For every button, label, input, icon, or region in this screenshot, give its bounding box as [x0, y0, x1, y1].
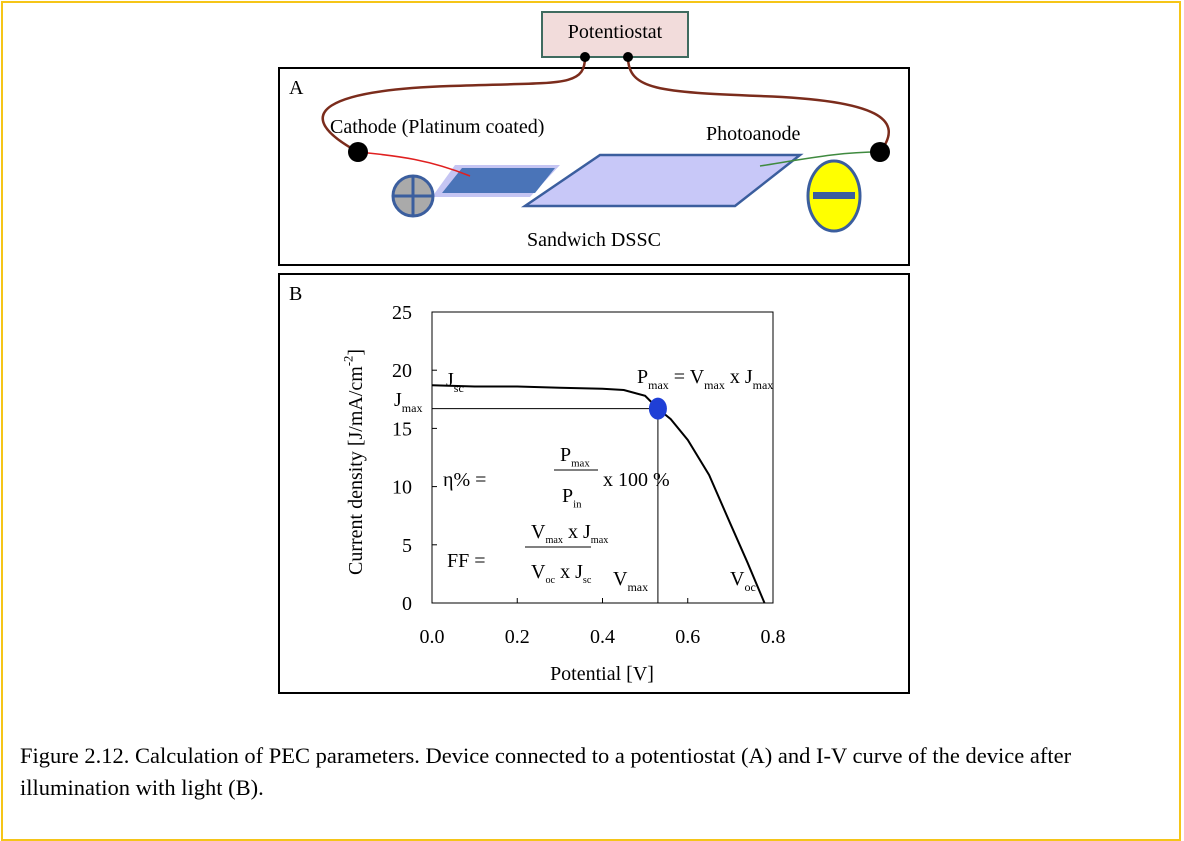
text: = V	[669, 366, 705, 388]
text: x J	[555, 561, 583, 583]
minus-sign	[813, 192, 855, 199]
x-tick-label: 0.4	[590, 626, 615, 648]
y-tick-label: 15	[392, 418, 412, 440]
sub: oc	[545, 575, 555, 586]
text: V	[613, 568, 628, 590]
text: V	[730, 568, 745, 590]
sub: max	[753, 378, 774, 392]
sub: sc	[454, 381, 464, 395]
annotation: Jmax	[394, 389, 422, 415]
sub: max	[545, 535, 563, 546]
label: Photoanode	[706, 123, 801, 145]
y-axis-label: Current density [J/mA/cm-2]	[342, 349, 367, 575]
terminal	[870, 142, 890, 162]
text: J	[446, 369, 454, 391]
potentiostat-box	[541, 11, 689, 58]
panel-label: B	[289, 283, 302, 305]
caption: Figure 2.12. Calculation of PEC paramete…	[20, 743, 1072, 800]
text: J	[394, 389, 402, 411]
text: V	[531, 521, 546, 543]
sup: -2	[342, 356, 356, 367]
sub: max	[704, 378, 725, 392]
annotation: η% =	[443, 469, 486, 491]
annotation: Pmax	[560, 444, 590, 469]
annotation: Pin	[562, 485, 582, 510]
wire	[626, 56, 890, 153]
annotation: Voc	[730, 568, 756, 594]
wire	[357, 151, 471, 177]
panel-label: A	[289, 77, 304, 99]
sub: max	[571, 457, 590, 469]
text: ]	[345, 349, 367, 356]
wire	[321, 56, 587, 154]
annotation: Voc x Jsc	[531, 561, 592, 586]
annotation: x 100 %	[603, 469, 670, 491]
wire	[759, 151, 881, 167]
text: P	[562, 485, 573, 507]
y-tick-label: 5	[402, 535, 412, 557]
annotation: Pmax = Vmax x Jmax	[637, 366, 773, 392]
cathode-plate	[442, 168, 555, 193]
sub: max	[627, 580, 648, 594]
sub: max	[591, 535, 609, 546]
x-tick-label: 0.0	[420, 626, 445, 648]
text: V	[531, 561, 546, 583]
max-power-point	[648, 397, 667, 420]
terminal	[348, 142, 368, 162]
y-tick-label: 10	[392, 477, 412, 499]
annotation: Jsc	[446, 369, 464, 395]
text: P	[637, 366, 648, 388]
text: x J	[725, 366, 753, 388]
x-tick-label: 0.2	[505, 626, 530, 648]
x-tick-label: 0.6	[675, 626, 700, 648]
potentiostat-label: Potentiostat	[568, 21, 663, 43]
terminal	[580, 52, 590, 62]
annotation: FF =	[447, 550, 486, 572]
terminal	[623, 52, 633, 62]
x-axis-label: Potential [V]	[550, 663, 654, 685]
panel-a	[278, 67, 910, 266]
sub: oc	[744, 580, 755, 594]
annotation: Vmax	[613, 568, 648, 594]
y-tick-label: 25	[392, 302, 412, 324]
sub: max	[648, 378, 669, 392]
text: Current density [J/mA/cm	[345, 366, 367, 575]
label: Sandwich DSSC	[527, 229, 661, 251]
label: Cathode (Platinum coated)	[330, 116, 544, 138]
annotation: Vmax x Jmax	[531, 521, 608, 546]
sub: in	[573, 498, 582, 510]
y-tick-label: 0	[402, 593, 412, 615]
text: P	[560, 444, 571, 466]
x-tick-label: 0.8	[761, 626, 786, 648]
sub: sc	[583, 575, 592, 586]
photoanode-plate	[520, 153, 804, 208]
y-tick-label: 20	[392, 360, 412, 382]
sub: max	[402, 401, 423, 415]
text: x J	[563, 521, 591, 543]
panel-b	[278, 273, 910, 694]
